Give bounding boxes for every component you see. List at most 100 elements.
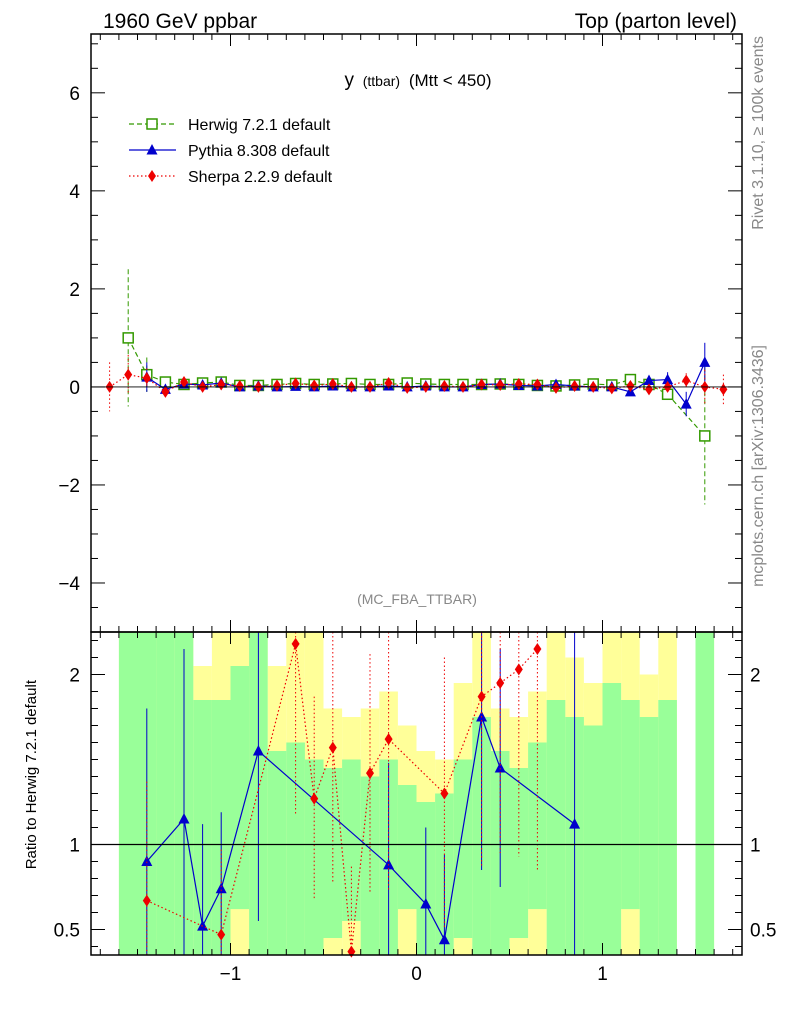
main-point [680,398,692,409]
main-point [719,383,728,396]
main-point [384,376,393,389]
x-tick-label: 1 [597,964,608,985]
ratio-point [252,745,264,756]
ratio-y-tick-label-right: 2 [750,666,761,687]
ratio-point [420,898,432,909]
plot-title-main: y [345,70,355,91]
ratio-band-green [658,700,677,955]
ratio-point [366,767,374,780]
main-point [235,379,244,392]
ratio-point [569,818,581,829]
ratio-y-tick-label-left: 1 [69,836,80,857]
ratio-band-green [528,742,547,910]
main-y-tick-label: 2 [69,280,80,301]
main-point [217,378,226,391]
main-y-tick-label: 0 [69,378,80,399]
ratio-band-green [267,751,287,955]
main-point [496,378,505,391]
ratio-point [440,787,449,800]
ratio-point [384,733,393,746]
ratio-band-green [230,666,250,910]
ratio-point [291,637,300,650]
ratio-y-tick-label-right: 0.5 [750,921,776,942]
ratio-panel-series [141,632,581,958]
ratio-band-green [118,632,138,955]
x-tick-label: −1 [220,964,242,985]
ratio-band-green [695,632,715,955]
main-point [533,378,542,391]
legend-marker [146,144,158,155]
main-series-line [109,374,724,393]
ratio-point [477,690,486,703]
ratio-y-tick-label-right: 1 [750,836,761,857]
ratio-band-green [286,742,305,955]
analysis-tag: (MC_FBA_TTBAR) [357,591,477,607]
main-point [180,376,188,389]
main-y-tick-label: −4 [58,574,80,595]
ratio-band-green [397,785,417,910]
main-point [403,381,412,394]
plot-title: y (ttbar) (Mtt < 450) [345,70,492,91]
legend-marker [148,170,156,182]
x-tick-label: 0 [411,964,422,985]
ratio-band-green [156,632,175,955]
ratio-band-green [639,717,659,955]
legend-marker [146,118,158,130]
main-point [699,356,711,367]
main-point [570,379,579,392]
ratio-point [215,882,227,894]
main-point [699,430,711,442]
main-point [662,373,674,385]
ratio-point [142,894,151,907]
main-point [607,382,616,395]
main-point [477,378,486,391]
ratio-point [514,663,523,676]
ratio-point [533,643,542,655]
header-left: 1960 GeV ppbar [103,10,257,33]
ratio-y-tick-label-left: 0.5 [54,921,80,942]
ratio-point [496,677,505,689]
plot-title-sub: (ttbar) [363,73,400,89]
main-point [645,383,653,396]
legend-label: Sherpa 2.2.9 default [188,169,333,186]
main-y-tick-label: −2 [58,476,80,497]
mcplots-label: mcplots.cern.ch [arXiv:1306.3436] [750,345,767,587]
main-point [291,377,300,390]
ratio-point [310,792,319,805]
ratio-y-tick-label-left: 2 [69,666,80,687]
ratio-uncertainty-bands [118,632,715,955]
main-y-tick-label: 4 [69,182,80,203]
ratio-band-green [583,725,603,955]
rivet-label: Rivet 3.1.10, ≥ 100k events [750,36,767,230]
ratio-point [328,741,337,754]
main-point [161,385,170,398]
ratio-band-green [602,683,622,955]
ratio-point [438,933,450,945]
ratio-band-green [546,700,566,955]
main-point [273,379,281,392]
legend-label: Pythia 8.308 default [188,143,330,160]
main-point [122,332,134,344]
ratio-band-green [621,700,640,910]
main-point [310,379,319,392]
ratio-ylabel: Ratio to Herwig 7.2.1 default [23,679,40,869]
ratio-point [178,813,190,824]
main-point [124,368,133,381]
ratio-band-green [342,759,361,921]
legend-label: Herwig 7.2.1 default [188,117,331,134]
main-point [552,381,560,394]
main-point [440,379,449,392]
axes: −1 0 1 −4 −2 0 2 4 6 0.5 0.5 1 1 2 2 [54,33,776,985]
main-point [626,379,635,392]
header-right: Top (parton level) [575,10,737,33]
main-y-tick-label: 6 [69,84,80,105]
main-point [643,374,655,386]
main-point [142,372,151,385]
main-point [682,374,691,387]
legend: Herwig 7.2.1 default Pythia 8.308 default… [129,117,333,186]
plot-title-cut: (Mtt < 450) [409,71,492,90]
ratio-point [217,928,226,941]
ratio-point [494,762,506,773]
ratio-point [141,855,153,866]
